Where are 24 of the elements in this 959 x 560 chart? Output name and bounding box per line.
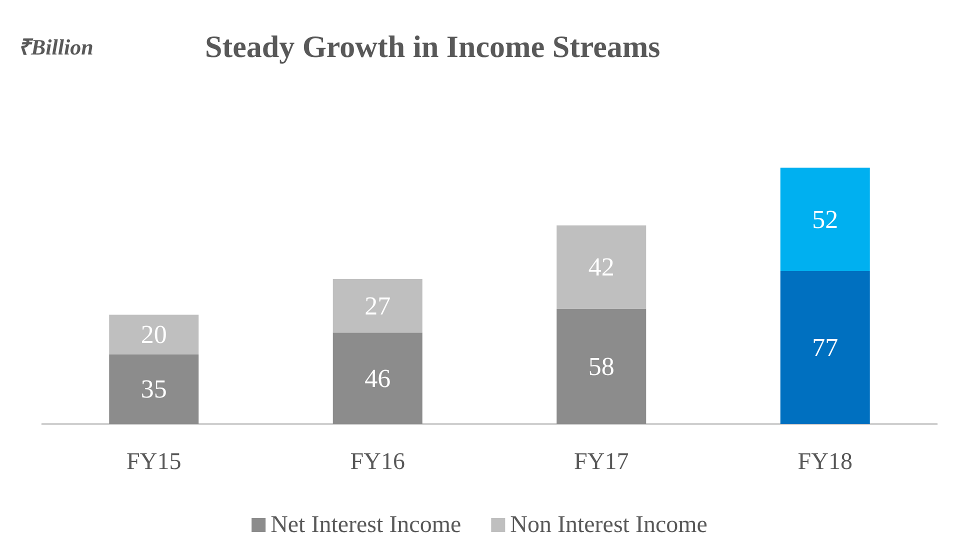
x-tick-label: FY18 [798, 449, 852, 475]
legend-label: Net Interest Income [270, 512, 462, 538]
chart-title: Steady Growth in Income Streams [205, 29, 660, 64]
data-label: 58 [588, 352, 614, 381]
bar [109, 354, 199, 424]
data-label: 77 [812, 333, 838, 362]
bar [109, 314, 199, 354]
bar [556, 225, 646, 309]
bar [332, 278, 422, 333]
bar [332, 332, 422, 424]
bar [780, 168, 870, 272]
text: ₹Billion [18, 34, 94, 60]
data-label: 42 [588, 252, 614, 282]
x-tick-label: FY16 [350, 449, 405, 475]
data-label: 52 [812, 204, 838, 234]
data-label: 46 [364, 364, 391, 393]
data-label: 27 [364, 291, 391, 320]
x-tick-label: FY17 [574, 449, 629, 475]
legend-label: Non Interest Income [510, 512, 708, 538]
x-tick-label: FY15 [126, 449, 182, 475]
data-label: 20 [140, 320, 167, 350]
bar [556, 308, 646, 424]
data-label: 35 [140, 374, 167, 404]
bar [780, 271, 870, 424]
